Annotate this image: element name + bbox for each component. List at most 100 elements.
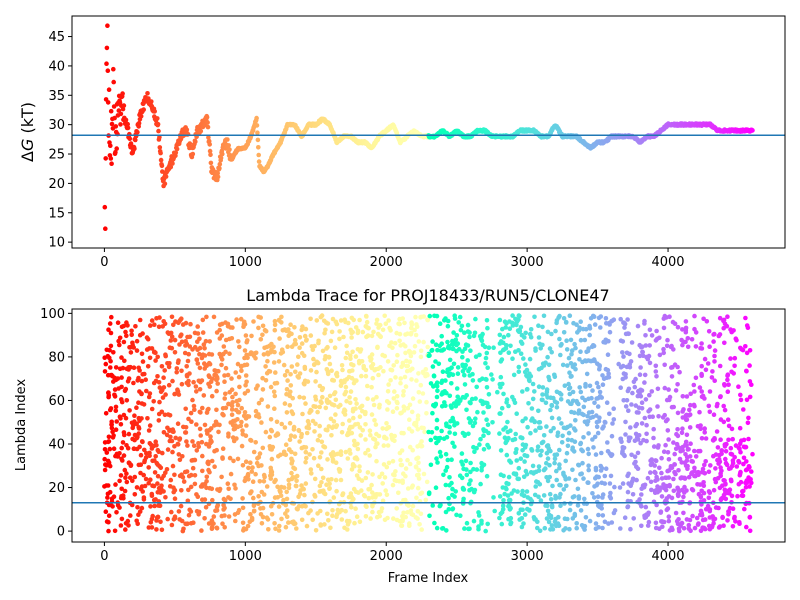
lambda-point: [403, 384, 409, 389]
lambda-point: [418, 382, 424, 388]
lambda-point: [700, 517, 706, 523]
lambda-point: [516, 348, 521, 353]
lambda-point: [334, 488, 339, 494]
lambda-point: [462, 372, 467, 378]
lambda-point: [471, 444, 476, 450]
lambda-point: [391, 396, 397, 401]
lambda-point: [464, 520, 470, 526]
lambda-point: [363, 373, 369, 379]
lambda-point: [686, 474, 692, 480]
lambda-point: [600, 513, 606, 518]
lambda-point: [683, 413, 689, 419]
lambda-point: [557, 447, 562, 453]
lambda-point: [118, 495, 124, 501]
lambda-point: [535, 480, 541, 485]
lambda-point: [353, 397, 358, 402]
lambda-point: [649, 487, 654, 493]
lambda-point: [419, 527, 425, 532]
lambda-point: [595, 494, 601, 500]
lambda-point: [376, 325, 381, 330]
lambda-point: [599, 506, 604, 511]
lambda-point: [638, 365, 643, 370]
lambda-point: [447, 357, 453, 363]
lambda-point: [266, 527, 271, 532]
lambda-point: [354, 514, 360, 519]
lambda-point: [264, 484, 270, 489]
lambda-point: [665, 450, 671, 455]
lambda-point: [524, 387, 530, 392]
lambda-point: [223, 349, 228, 355]
lambda-point: [245, 388, 251, 394]
lambda-point: [447, 424, 452, 430]
lambda-point: [501, 427, 506, 432]
lambda-point: [372, 418, 377, 423]
lambda-point: [369, 412, 375, 417]
lambda-point: [117, 478, 122, 484]
lambda-point: [197, 426, 203, 432]
lambda-point: [131, 422, 136, 428]
lambda-point: [407, 359, 413, 365]
lambda-point: [131, 446, 137, 452]
lambda-point: [299, 341, 305, 346]
lambda-point: [703, 367, 709, 373]
lambda-point: [586, 431, 591, 436]
lambda-point: [721, 523, 726, 528]
lambda-point: [337, 467, 343, 473]
lambda-point: [304, 455, 309, 461]
lambda-point: [549, 503, 555, 508]
lambda-point: [626, 471, 631, 477]
lambda-point: [535, 448, 540, 453]
lambda-point: [564, 483, 569, 489]
lambda-point: [273, 526, 278, 532]
lambda-point: [732, 363, 737, 369]
lambda-point: [732, 516, 737, 521]
lambda-point: [590, 491, 595, 496]
lambda-point: [543, 466, 548, 471]
dg-point: [157, 134, 162, 140]
lambda-point: [146, 480, 151, 486]
lambda-point: [506, 332, 511, 338]
lambda-point: [185, 443, 190, 448]
lambda-point: [260, 323, 266, 329]
lambda-point: [730, 458, 736, 463]
lambda-point: [206, 381, 211, 387]
dg-point: [184, 127, 190, 132]
lambda-point: [315, 360, 321, 366]
lambda-point: [687, 407, 692, 413]
lambda-point: [292, 325, 297, 330]
lambda-point: [322, 522, 327, 527]
lambda-point: [142, 447, 147, 453]
lambda-point: [274, 380, 280, 386]
lambda-point: [337, 329, 342, 334]
lambda-point: [363, 450, 368, 456]
lambda-point: [222, 498, 228, 503]
lambda-point: [153, 454, 158, 459]
lambda-point: [342, 378, 347, 383]
lambda-point: [709, 375, 715, 380]
lambda-point: [666, 387, 671, 392]
lambda-point: [425, 317, 431, 323]
lambda-point: [173, 319, 178, 324]
lambda-point: [371, 436, 376, 442]
lambda-point: [433, 435, 438, 441]
lambda-point: [384, 464, 390, 470]
lambda-point: [370, 509, 375, 515]
lambda-point: [103, 411, 109, 416]
lambda-point: [642, 380, 647, 385]
lambda-point: [445, 367, 451, 373]
lambda-point: [692, 465, 697, 471]
lambda-point: [622, 325, 627, 330]
lambda-point: [289, 456, 294, 462]
dg-point: [103, 226, 108, 231]
lambda-point: [340, 421, 346, 427]
lambda-point: [214, 508, 220, 513]
lambda-point: [538, 346, 543, 351]
lambda-point: [237, 384, 242, 390]
lambda-point: [662, 362, 667, 368]
lambda-point: [395, 400, 400, 406]
lambda-point: [183, 343, 188, 348]
lambda-point: [399, 430, 404, 436]
lambda-point: [131, 380, 136, 386]
lambda-point: [402, 374, 408, 380]
lambda-point: [397, 338, 402, 344]
